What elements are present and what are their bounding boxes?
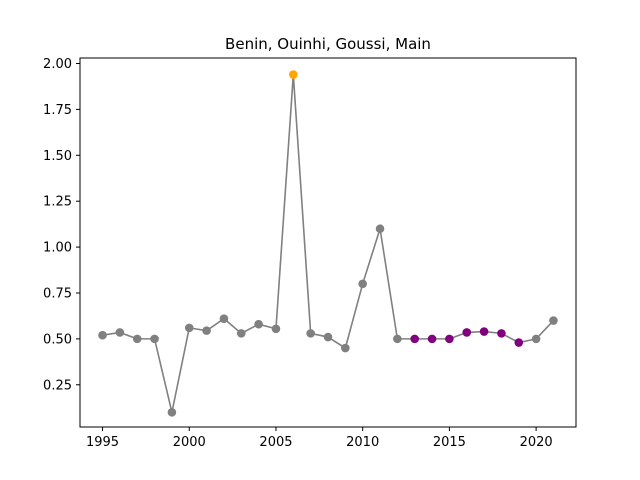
data-point [254,319,263,329]
y-tick-label: 0.50 [43,332,72,347]
data-point [497,329,506,338]
series-line-group [102,74,555,413]
series-line [102,74,555,413]
x-tick-label: 1995 [86,435,119,450]
y-tick-label: 0.25 [43,378,72,393]
y-tick-label: 1.25 [43,195,72,210]
data-point [202,326,211,335]
data-point [479,327,489,336]
data-point [167,408,177,417]
data-point [115,328,125,337]
y-tick-label: 0.75 [43,286,72,301]
chart-title: Benin, Ouinhi, Goussi, Main [225,35,431,53]
y-tick-label: 1.50 [43,149,72,164]
y-tick-label: 1.75 [43,103,72,118]
x-tick-label: 2020 [520,435,553,450]
y-tick-label: 2.00 [43,57,72,72]
data-point [549,316,558,325]
data-points [98,70,558,417]
x-tick-label: 2005 [259,435,292,450]
data-point [514,338,524,347]
x-tick-label: 2015 [433,435,466,450]
data-point [236,329,246,338]
data-point [219,314,229,323]
data-point [184,323,194,333]
data-point [445,334,454,344]
data-point [531,334,541,344]
data-point [358,279,367,289]
data-point [427,334,437,344]
data-point [271,324,281,334]
data-point [289,70,298,79]
data-point [410,334,420,344]
data-point [393,334,402,344]
data-point [150,334,159,344]
data-point [462,328,472,337]
data-point [132,334,142,344]
y-tick-label: 1.00 [43,241,72,256]
plot-area-frame [79,57,577,428]
y-axis: 0.25 0.50 0.75 1.00 1.25 1.50 1.75 2.00 [43,57,80,393]
x-axis: 1995 2000 2005 2010 2015 2020 [86,427,553,450]
data-point [341,343,350,353]
data-point [306,329,315,338]
x-tick-label: 2000 [173,435,206,450]
data-point [323,332,333,342]
data-point [375,224,385,234]
x-tick-label: 2010 [346,435,379,450]
data-point [98,330,107,340]
